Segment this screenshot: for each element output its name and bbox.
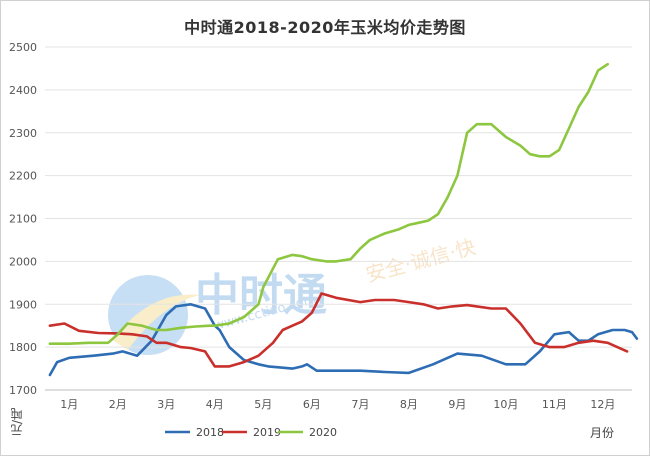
series-lines bbox=[48, 62, 639, 377]
y-tick-label: 2500 bbox=[9, 41, 37, 54]
y-tick-label: 1800 bbox=[9, 341, 37, 354]
watermark-swoosh-icon bbox=[112, 294, 200, 350]
chart-legend: 2018 2019 2020 bbox=[165, 426, 337, 439]
x-tick-label: 10月 bbox=[493, 398, 518, 411]
x-tick-label: 9月 bbox=[448, 398, 466, 411]
watermark-slogan: 安全·诚信·快 bbox=[363, 234, 478, 286]
series-line-2020 bbox=[48, 62, 609, 345]
y-tick-label: 2200 bbox=[9, 170, 37, 183]
legend-label-2018: 2018 bbox=[196, 426, 224, 439]
x-tick-label: 6月 bbox=[303, 398, 321, 411]
watermark-logo: 中时通 www.cctiao.com 安全·诚信·快 bbox=[108, 234, 478, 355]
y-axis-ticks: 1700 1800 1900 2000 2100 2200 2300 2400 2500 bbox=[9, 41, 37, 397]
y-tick-label: 2000 bbox=[9, 255, 37, 268]
x-axis-unit: 月份 bbox=[590, 426, 615, 440]
x-tick-label: 8月 bbox=[400, 398, 418, 411]
x-tick-label: 7月 bbox=[351, 398, 369, 411]
y-tick-label: 1700 bbox=[9, 384, 37, 397]
x-tick-label: 5月 bbox=[254, 398, 272, 411]
series-line-2018 bbox=[48, 303, 639, 377]
x-tick-label: 3月 bbox=[157, 398, 175, 411]
y-tick-label: 2100 bbox=[9, 213, 37, 226]
x-tick-label: 1月 bbox=[60, 398, 78, 411]
x-tick-label: 11月 bbox=[542, 398, 567, 411]
y-axis-unit: 元/吨 bbox=[10, 408, 24, 437]
x-tick-label: 4月 bbox=[206, 398, 224, 411]
x-axis-ticks: 1月 2月 3月 4月 5月 6月 7月 8月 9月 10月 11月 12月 bbox=[60, 398, 615, 411]
x-tick-label: 12月 bbox=[590, 398, 615, 411]
y-tick-label: 2400 bbox=[9, 84, 37, 97]
series-line-2019 bbox=[48, 292, 629, 368]
y-tick-label: 1900 bbox=[9, 298, 37, 311]
legend-label-2019: 2019 bbox=[253, 426, 281, 439]
legend-label-2020: 2020 bbox=[309, 426, 337, 439]
y-tick-label: 2300 bbox=[9, 127, 37, 140]
x-tick-label: 2月 bbox=[109, 398, 127, 411]
chart-title: 中时通2018-2020年玉米均价走势图 bbox=[184, 18, 466, 37]
